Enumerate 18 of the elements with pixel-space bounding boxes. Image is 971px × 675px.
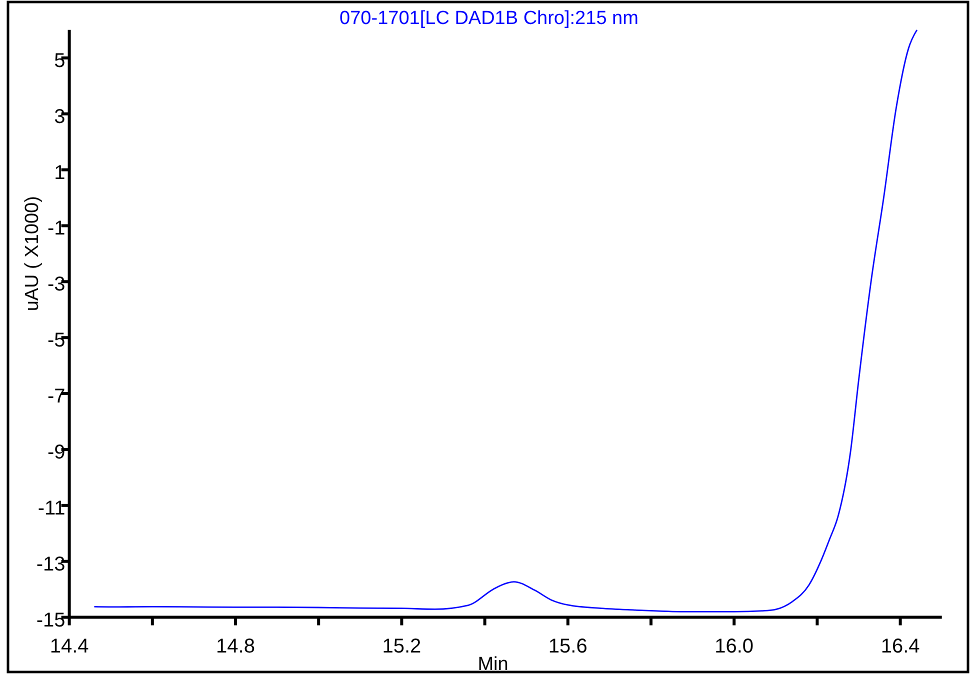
y-tick-label: -11 <box>38 497 66 520</box>
y-tick-label: -13 <box>36 553 66 576</box>
x-tick-label: 16.4 <box>880 635 920 658</box>
y-tick-label: 5 <box>54 50 66 72</box>
x-axis-title: Min <box>478 654 508 675</box>
y-tick-label: -5 <box>48 330 66 352</box>
x-tick-label: 15.2 <box>382 635 422 658</box>
x-tick-label: 14.4 <box>50 635 89 658</box>
line-series <box>94 29 918 612</box>
y-tick-label: 1 <box>54 162 66 184</box>
y-tick-label: -15 <box>36 609 66 632</box>
x-tick-label: 14.8 <box>216 635 255 658</box>
y-axis-title: uAU ( X1000) <box>22 196 43 312</box>
x-tick-label: 16.0 <box>714 635 754 658</box>
y-tick-label: -1 <box>48 218 66 240</box>
y-tick-label: -7 <box>48 386 66 408</box>
x-tick-label: 15.6 <box>548 635 588 658</box>
chart-title: 070-1701[LC DAD1B Chro]:215 nm <box>340 8 638 29</box>
